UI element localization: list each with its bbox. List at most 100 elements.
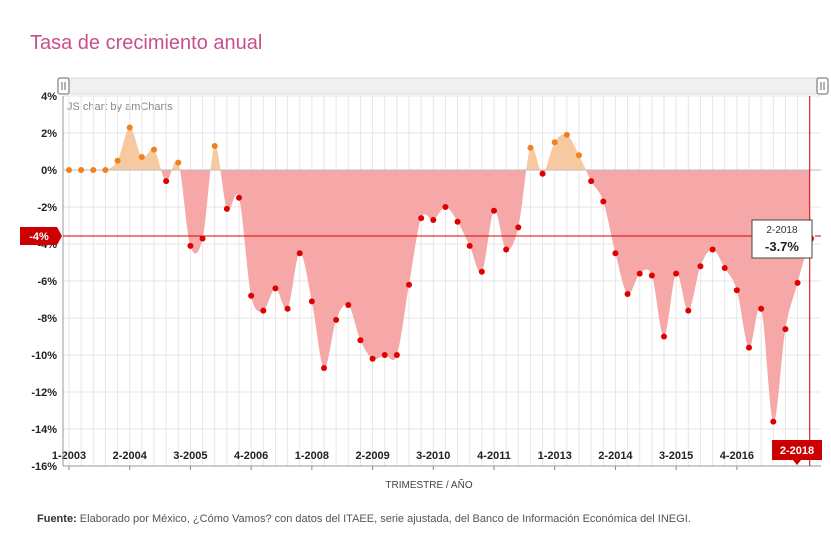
- data-point: [721, 265, 728, 272]
- cursor-labels: -4% 2-2018: [20, 227, 822, 465]
- y-tick-label: -8%: [37, 313, 57, 325]
- x-tick-label: 1-2003: [52, 450, 86, 462]
- data-point: [466, 242, 473, 249]
- x-tick-label: 1-2013: [538, 450, 572, 462]
- data-point: [236, 194, 243, 201]
- data-point: [163, 178, 170, 185]
- x-tick-label: 2-2004: [113, 450, 148, 462]
- data-point: [66, 167, 72, 173]
- x-tick-label: 4-2011: [477, 450, 511, 462]
- y-tick-label: -2%: [37, 202, 57, 214]
- scrollbar-right-grip[interactable]: [816, 77, 829, 95]
- data-point: [612, 250, 619, 257]
- cursor-y-label: -4%: [29, 231, 49, 243]
- y-tick-label: -12%: [31, 387, 57, 399]
- data-point: [199, 235, 206, 242]
- area-fills: [69, 127, 810, 422]
- data-point: [551, 139, 558, 146]
- data-point: [576, 152, 583, 159]
- data-point: [345, 302, 352, 309]
- data-point: [697, 263, 704, 270]
- data-point: [393, 352, 400, 358]
- data-bullets: [66, 124, 816, 425]
- tooltip-value: -3.7%: [765, 239, 799, 254]
- scrollbar-left-grip[interactable]: [57, 77, 70, 95]
- data-point: [454, 218, 461, 225]
- axes: 4% 2% 0% -2% -4% -6% -8% -10% -12% -14% -16%1-2003…: [31, 91, 821, 473]
- chart-title: Tasa de crecimiento anual: [30, 32, 263, 54]
- data-point: [600, 198, 607, 205]
- data-point: [758, 305, 765, 312]
- data-point: [478, 268, 485, 275]
- data-point: [369, 355, 376, 362]
- x-axis-title: TRIMESTRE / AÑO: [385, 478, 472, 491]
- source-text: Elaborado por México, ¿Cómo Vamos? con d…: [79, 513, 691, 525]
- y-tick-label: -6%: [37, 276, 57, 288]
- data-point: [709, 246, 716, 253]
- x-tick-label: 2-2014: [598, 450, 633, 462]
- x-tick-label: 3-2015: [659, 450, 693, 462]
- data-point: [272, 285, 279, 292]
- data-point: [624, 290, 631, 297]
- data-point: [527, 144, 534, 151]
- y-tick-label: 4%: [41, 91, 57, 103]
- x-tick-label: 3-2010: [416, 450, 450, 462]
- data-point: [90, 167, 97, 173]
- x-tick-label: 2-2009: [355, 450, 389, 462]
- data-point: [151, 146, 158, 153]
- data-point: [782, 326, 789, 333]
- data-point: [588, 178, 595, 185]
- data-point: [746, 344, 753, 351]
- data-point: [648, 272, 655, 279]
- scrollbar-track[interactable]: [62, 77, 822, 95]
- source-note: Fuente: Elaborado por México, ¿Cómo Vamo…: [37, 513, 691, 525]
- data-point: [78, 167, 85, 173]
- data-point: [333, 316, 340, 323]
- data-point: [418, 215, 425, 222]
- data-point: [430, 216, 437, 223]
- x-tick-label: 4-2016: [720, 450, 754, 462]
- grid-lines: [63, 95, 821, 467]
- data-point: [685, 307, 692, 314]
- y-tick-label: 0%: [41, 165, 57, 177]
- tooltip-box: [751, 219, 813, 259]
- data-point: [284, 305, 291, 312]
- data-point: [114, 157, 121, 164]
- data-point: [636, 270, 643, 277]
- data-point: [175, 159, 182, 166]
- cursor-x-label-bg: [772, 440, 822, 465]
- data-point: [491, 207, 498, 214]
- data-point: [539, 170, 546, 177]
- x-tick-label: 1-2008: [295, 450, 329, 462]
- chart-cursor[interactable]: [63, 96, 821, 466]
- chart-scrollbar[interactable]: [57, 77, 829, 95]
- negative-area: [69, 170, 810, 422]
- positive-area: [69, 127, 810, 170]
- data-point: [406, 281, 413, 288]
- data-point: [770, 418, 777, 425]
- data-point: [503, 246, 510, 253]
- data-point: [733, 287, 740, 294]
- data-point: [187, 242, 194, 249]
- data-point: [673, 270, 680, 277]
- data-point: [321, 364, 328, 371]
- data-point: [138, 154, 145, 161]
- data-point: [308, 298, 315, 305]
- data-point: [515, 224, 522, 231]
- x-tick-label: 4-2006: [234, 450, 268, 462]
- growth-rate-chart: 4% 2% 0% -2% -4% -6% -8% -10% -12% -14% -16%1-2003…: [20, 77, 829, 491]
- data-point: [563, 131, 570, 138]
- y-tick-label: 2%: [41, 128, 57, 140]
- data-point: [357, 337, 364, 344]
- data-point: [223, 205, 230, 212]
- data-point: [794, 279, 801, 286]
- cursor-x-label: 2-2018: [780, 445, 814, 457]
- data-point: [442, 204, 449, 210]
- tooltip-period: 2-2018: [766, 225, 798, 236]
- source-label: Fuente:: [37, 513, 77, 525]
- data-point: [102, 167, 109, 173]
- data-point: [126, 124, 133, 131]
- y-tick-label: -16%: [31, 461, 57, 473]
- data-point: [248, 292, 255, 299]
- data-point: [661, 333, 668, 340]
